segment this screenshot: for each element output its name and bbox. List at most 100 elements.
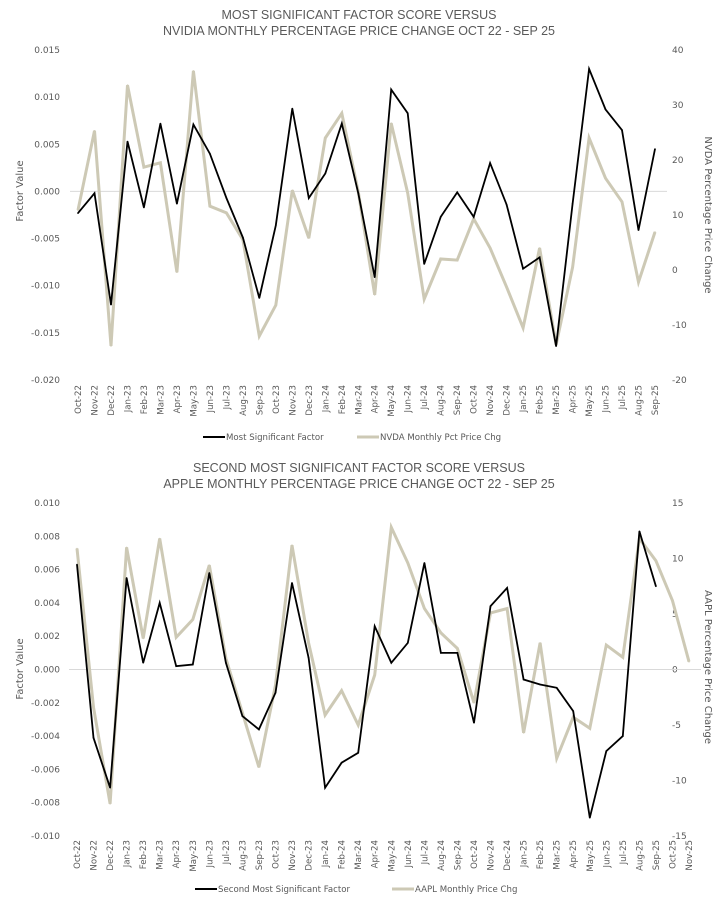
data-point-factor	[439, 216, 442, 218]
y2-tick-label: -10	[672, 321, 687, 331]
chart-aapl: SECOND MOST SIGNIFICANT FACTOR SCORE VER…	[15, 461, 713, 895]
data-point-price	[604, 177, 607, 179]
x-tick-label: Apr-23	[172, 840, 182, 868]
x-tick-label: Feb-24	[338, 385, 348, 414]
y-tick-label: -0.006	[31, 765, 60, 775]
data-point-factor	[92, 737, 95, 739]
x-tick-label: Jan-25	[519, 385, 529, 413]
x-tick-label: Dec-23	[305, 840, 315, 871]
x-tick-label: Dec-24	[503, 840, 513, 871]
data-point-factor	[373, 276, 376, 279]
x-tick-label: Dec-22	[106, 840, 116, 871]
y2-tick-label: 30	[672, 101, 684, 111]
x-tick-label: Jun-25	[602, 385, 612, 413]
data-point-factor	[489, 162, 491, 164]
y2-tick-label: 0	[672, 266, 678, 276]
x-tick-label: Nov-25	[685, 840, 695, 871]
data-point-price	[406, 192, 409, 194]
data-point-price	[571, 266, 574, 269]
x-tick-label: Apr-23	[173, 385, 183, 413]
data-point-factor	[192, 123, 195, 126]
data-point-price	[637, 281, 640, 283]
data-point-price	[622, 656, 624, 659]
x-tick-label: Aug-24	[437, 840, 447, 871]
data-point-factor	[77, 212, 79, 214]
chart-title-line-2: NVIDIA MONTHLY PERCENTAGE PRICE CHANGE O…	[163, 24, 555, 38]
x-tick-label: Mar-24	[354, 385, 364, 415]
data-point-price	[275, 304, 277, 307]
y-tick-label: 0.015	[34, 46, 60, 56]
data-point-price	[555, 757, 558, 760]
data-point-factor	[571, 202, 574, 205]
data-point-factor	[390, 662, 393, 664]
data-point-factor	[472, 216, 475, 218]
data-point-factor	[307, 657, 310, 659]
y2-tick-label: 10	[672, 211, 684, 221]
x-tick-label: Oct-23	[272, 385, 282, 414]
x-tick-label: Dec-22	[107, 385, 117, 416]
data-point-factor	[340, 761, 343, 764]
data-point-factor	[242, 236, 244, 239]
x-tick-label: Mar-25	[552, 385, 562, 415]
x-tick-label: Sep-24	[453, 385, 463, 415]
x-ticks: Oct-22 Nov-22 Dec-22 Jan-23 Feb-23 Mar-23 Apr-…	[73, 840, 695, 872]
y-axis-label: Factor Value	[15, 160, 26, 221]
data-point-factor	[192, 663, 194, 666]
x-tick-label: Apr-25	[569, 840, 579, 868]
data-point-factor	[341, 122, 343, 125]
x-tick-label: Feb-25	[536, 840, 546, 869]
data-point-factor	[291, 582, 293, 584]
y-tick-label: 0.008	[34, 532, 60, 542]
x-tick-label: Jul-25	[619, 840, 629, 865]
series-line-factor	[76, 531, 657, 818]
y-tick-label: -0.010	[31, 832, 60, 842]
data-point-factor	[175, 665, 177, 667]
data-point-price	[373, 294, 376, 296]
data-point-factor	[638, 530, 641, 533]
data-point-factor	[258, 728, 260, 731]
data-point-factor	[291, 107, 294, 110]
data-point-price	[671, 599, 674, 602]
y-tick-label: -0.010	[31, 282, 60, 292]
data-point-price	[143, 166, 145, 168]
x-tick-label: Oct-22	[73, 840, 83, 869]
data-point-price	[258, 335, 261, 337]
data-point-price	[654, 231, 656, 233]
x-tick-label: Sep-23	[255, 840, 265, 870]
data-point-price	[390, 122, 393, 124]
data-point-factor	[143, 206, 145, 209]
x-tick-label: Aug-23	[238, 840, 248, 871]
x-tick-label: Mar-23	[156, 840, 166, 870]
data-point-factor	[407, 642, 409, 644]
data-point-price	[307, 642, 310, 644]
data-point-factor	[456, 652, 459, 654]
data-point-factor	[456, 191, 459, 194]
x-tick-label: Jul-25	[618, 385, 628, 410]
data-point-price	[489, 247, 491, 249]
data-point-factor	[176, 202, 178, 205]
data-point-factor	[423, 263, 426, 265]
data-point-price	[505, 286, 508, 288]
x-tick-label: Jun-24	[404, 385, 414, 413]
data-point-factor	[589, 816, 591, 819]
data-point-factor	[588, 68, 590, 70]
data-point-factor	[655, 585, 657, 588]
data-point-price	[357, 724, 360, 726]
series-line-factor	[77, 65, 656, 347]
data-point-factor	[324, 172, 327, 175]
data-point-price	[539, 642, 541, 644]
data-point-price	[110, 345, 112, 347]
data-point-price	[192, 70, 195, 72]
data-point-factor	[555, 345, 557, 347]
y-tick-label: 0.004	[34, 599, 60, 609]
data-point-factor	[622, 735, 624, 737]
x-tick-label: Oct-22	[74, 385, 84, 414]
data-point-price	[176, 271, 178, 274]
x-tick-label: Feb-23	[140, 385, 150, 414]
legend: Most Significant Factor NVDA Monthly Pct…	[203, 433, 501, 443]
chart-title-line-2: APPLE MONTHLY PERCENTAGE PRICE CHANGE OC…	[163, 477, 554, 491]
x-tick-label: Jun-25	[602, 840, 612, 868]
data-point-price	[423, 607, 426, 610]
